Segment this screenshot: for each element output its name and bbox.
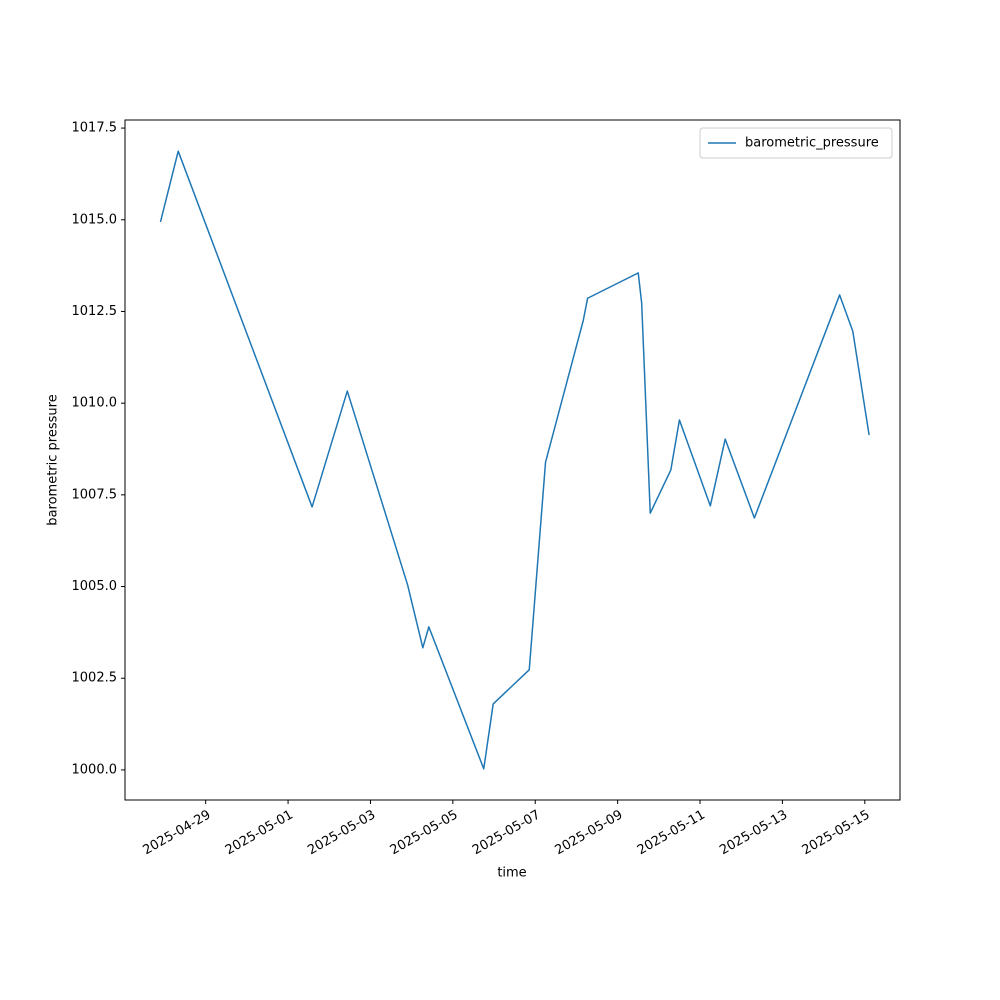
y-tick-label: 1007.5 [72, 487, 118, 502]
y-tick-label: 1015.0 [72, 212, 118, 227]
line-series [159, 150, 870, 770]
x-axis-label: time [497, 866, 526, 881]
y-tick-label: 1005.0 [72, 579, 118, 594]
y-tick-label: 1010.0 [72, 396, 118, 411]
plot-frame [124, 119, 901, 801]
y-tick-label: 1000.0 [72, 762, 118, 777]
y-tick-label: 1002.5 [72, 671, 118, 686]
y-tick-label: 1012.5 [72, 304, 118, 319]
y-tick-label: 1017.5 [72, 121, 118, 136]
y-axis-label: barometric pressure [46, 394, 61, 525]
legend-label: barometric_pressure [745, 136, 879, 151]
legend-box [699, 127, 893, 159]
